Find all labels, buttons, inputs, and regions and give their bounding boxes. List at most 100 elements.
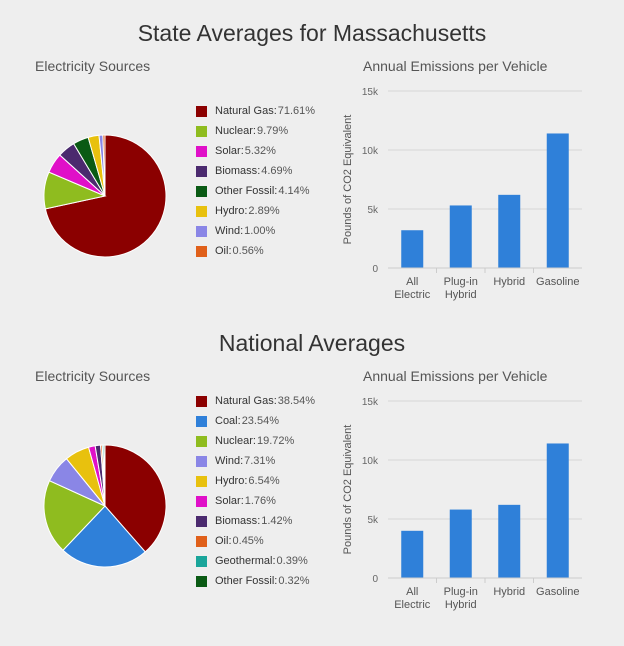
- national-y-tick-label: 15k: [362, 397, 379, 408]
- legend-swatch: [196, 475, 207, 487]
- state-pie-legend: Natural Gas: 71.61% Nuclear: 9.79% Solar: …: [196, 101, 315, 261]
- national-sources-title: Electricity Sources: [35, 368, 151, 384]
- national-pie-slice-natural-gas[interactable]: [104, 444, 167, 553]
- national-legend-item-wind[interactable]: Wind: 7.31%: [196, 451, 315, 471]
- state-sources-title: Electricity Sources: [35, 58, 151, 74]
- state-pie-slice-oil[interactable]: [102, 134, 106, 197]
- national-bar[interactable]: [449, 509, 472, 578]
- national-pie-legend: Natural Gas: 38.54% Coal: 23.54% Nuclear: …: [196, 391, 315, 591]
- legend-separator: :: [257, 165, 261, 177]
- national-legend-item-biomass[interactable]: Biomass: 1.42%: [196, 511, 315, 531]
- state-legend-item-biomass[interactable]: Biomass: 4.69%: [196, 161, 315, 181]
- legend-separator: :: [228, 535, 232, 547]
- state-legend-item-hydro[interactable]: Hydro: 2.89%: [196, 201, 315, 221]
- national-legend-item-solar[interactable]: Solar: 1.76%: [196, 491, 315, 511]
- state-bar[interactable]: [401, 230, 424, 268]
- legend-label: Hydro: [215, 205, 245, 217]
- legend-swatch: [196, 555, 207, 567]
- national-bar[interactable]: [498, 504, 521, 578]
- national-legend-item-hydro[interactable]: Hydro: 6.54%: [196, 471, 315, 491]
- legend-label: Biomass: [215, 515, 258, 527]
- state-legend-item-solar[interactable]: Solar: 5.32%: [196, 141, 315, 161]
- legend-separator: :: [240, 145, 244, 157]
- national-y-tick-label: 10k: [362, 456, 379, 467]
- legend-value: 0.39%: [276, 555, 308, 567]
- legend-separator: :: [257, 515, 261, 527]
- legend-separator: :: [274, 185, 278, 197]
- legend-value: 2.89%: [248, 205, 280, 217]
- legend-label: Oil: [215, 535, 229, 547]
- national-legend-item-coal[interactable]: Coal: 23.54%: [196, 411, 315, 431]
- state-pie-chart: [43, 134, 167, 258]
- legend-swatch: [196, 515, 207, 527]
- national-x-tick-label: Plug-in Hybrid: [444, 586, 478, 611]
- legend-swatch: [196, 205, 207, 217]
- legend-value: 5.32%: [244, 145, 276, 157]
- legend-swatch: [196, 245, 207, 257]
- legend-value: 19.72%: [256, 435, 295, 447]
- national-legend-item-geothermal[interactable]: Geothermal: 0.39%: [196, 551, 315, 571]
- legend-separator: :: [244, 205, 248, 217]
- national-x-tick-label: Hybrid: [493, 586, 525, 598]
- national-legend-item-oil[interactable]: Oil: 0.45%: [196, 531, 315, 551]
- national-pie-slice-nuclear[interactable]: [43, 480, 106, 551]
- legend-separator: :: [244, 475, 248, 487]
- national-y-tick-label: 5k: [367, 515, 379, 526]
- state-legend-item-nuclear[interactable]: Nuclear: 9.79%: [196, 121, 315, 141]
- legend-value: 1.42%: [261, 515, 293, 527]
- state-legend-item-other-fossil[interactable]: Other Fossil: 4.14%: [196, 181, 315, 201]
- national-bar[interactable]: [546, 443, 569, 578]
- state-y-tick-label: 5k: [367, 205, 379, 216]
- legend-separator: :: [240, 495, 244, 507]
- legend-label: Hydro: [215, 475, 245, 487]
- legend-value: 71.61%: [277, 105, 316, 117]
- legend-label: Wind: [215, 455, 241, 467]
- legend-value: 6.54%: [248, 475, 280, 487]
- national-pie-chart: [43, 444, 167, 568]
- national-legend-item-nuclear[interactable]: Nuclear: 19.72%: [196, 431, 315, 451]
- national-y-axis-label: Pounds of CO2 Equivalent: [342, 425, 354, 555]
- legend-swatch: [196, 495, 207, 507]
- legend-swatch: [196, 435, 207, 447]
- state-section: State Averages for Massachusetts Electri…: [0, 0, 624, 320]
- legend-value: 0.45%: [232, 535, 264, 547]
- legend-label: Oil: [215, 245, 229, 257]
- state-y-tick-label: 10k: [362, 146, 379, 157]
- state-legend-item-wind[interactable]: Wind: 1.00%: [196, 221, 315, 241]
- legend-label: Nuclear: [215, 125, 253, 137]
- legend-label: Solar: [215, 145, 241, 157]
- state-bar-chart: 0 5k 10k 15k Pounds of CO2 Equivalent All Elec…: [342, 87, 582, 301]
- state-legend-item-natural-gas[interactable]: Natural Gas: 71.61%: [196, 101, 315, 121]
- national-y-tick-label: 0: [372, 574, 378, 585]
- legend-value: 0.56%: [232, 245, 264, 257]
- legend-swatch: [196, 395, 207, 407]
- legend-label: Coal: [215, 415, 238, 427]
- national-legend-item-other-fossil[interactable]: Other Fossil: 0.32%: [196, 571, 315, 591]
- legend-separator: :: [274, 575, 278, 587]
- legend-label: Geothermal: [215, 555, 273, 567]
- legend-label: Wind: [215, 225, 241, 237]
- national-bar-chart: 0 5k 10k 15k Pounds of CO2 Equivalent All Elec…: [342, 397, 582, 611]
- state-legend-item-oil[interactable]: Oil: 0.56%: [196, 241, 315, 261]
- legend-value: 1.00%: [244, 225, 276, 237]
- national-bar[interactable]: [401, 530, 424, 578]
- state-x-tick-label: Hybrid: [493, 276, 525, 288]
- legend-swatch: [196, 225, 207, 237]
- legend-separator: :: [252, 125, 256, 137]
- state-bar[interactable]: [498, 194, 521, 268]
- legend-separator: :: [252, 435, 256, 447]
- legend-value: 4.69%: [261, 165, 293, 177]
- legend-separator: :: [237, 415, 241, 427]
- state-bar[interactable]: [546, 133, 569, 268]
- legend-value: 0.32%: [278, 575, 310, 587]
- legend-swatch: [196, 125, 207, 137]
- national-pie-slice-other-fossil[interactable]: [103, 444, 106, 507]
- national-x-tick-label: All Electric: [394, 586, 431, 611]
- legend-value: 9.79%: [256, 125, 289, 137]
- legend-swatch: [196, 535, 207, 547]
- national-legend-item-natural-gas[interactable]: Natural Gas: 38.54%: [196, 391, 315, 411]
- national-pie-slice-coal[interactable]: [62, 505, 146, 568]
- legend-label: Other Fossil: [215, 185, 275, 197]
- state-bar[interactable]: [449, 205, 472, 268]
- legend-label: Solar: [215, 495, 241, 507]
